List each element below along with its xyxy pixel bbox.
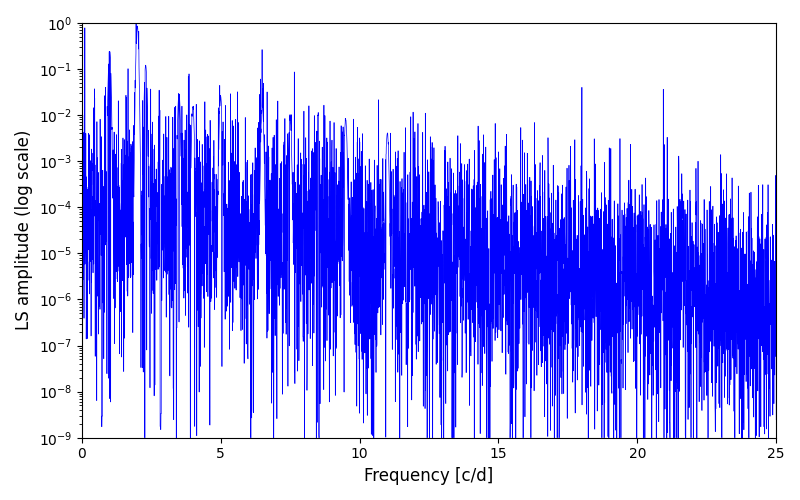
X-axis label: Frequency [c/d]: Frequency [c/d] xyxy=(364,467,494,485)
Y-axis label: LS amplitude (log scale): LS amplitude (log scale) xyxy=(15,130,33,330)
